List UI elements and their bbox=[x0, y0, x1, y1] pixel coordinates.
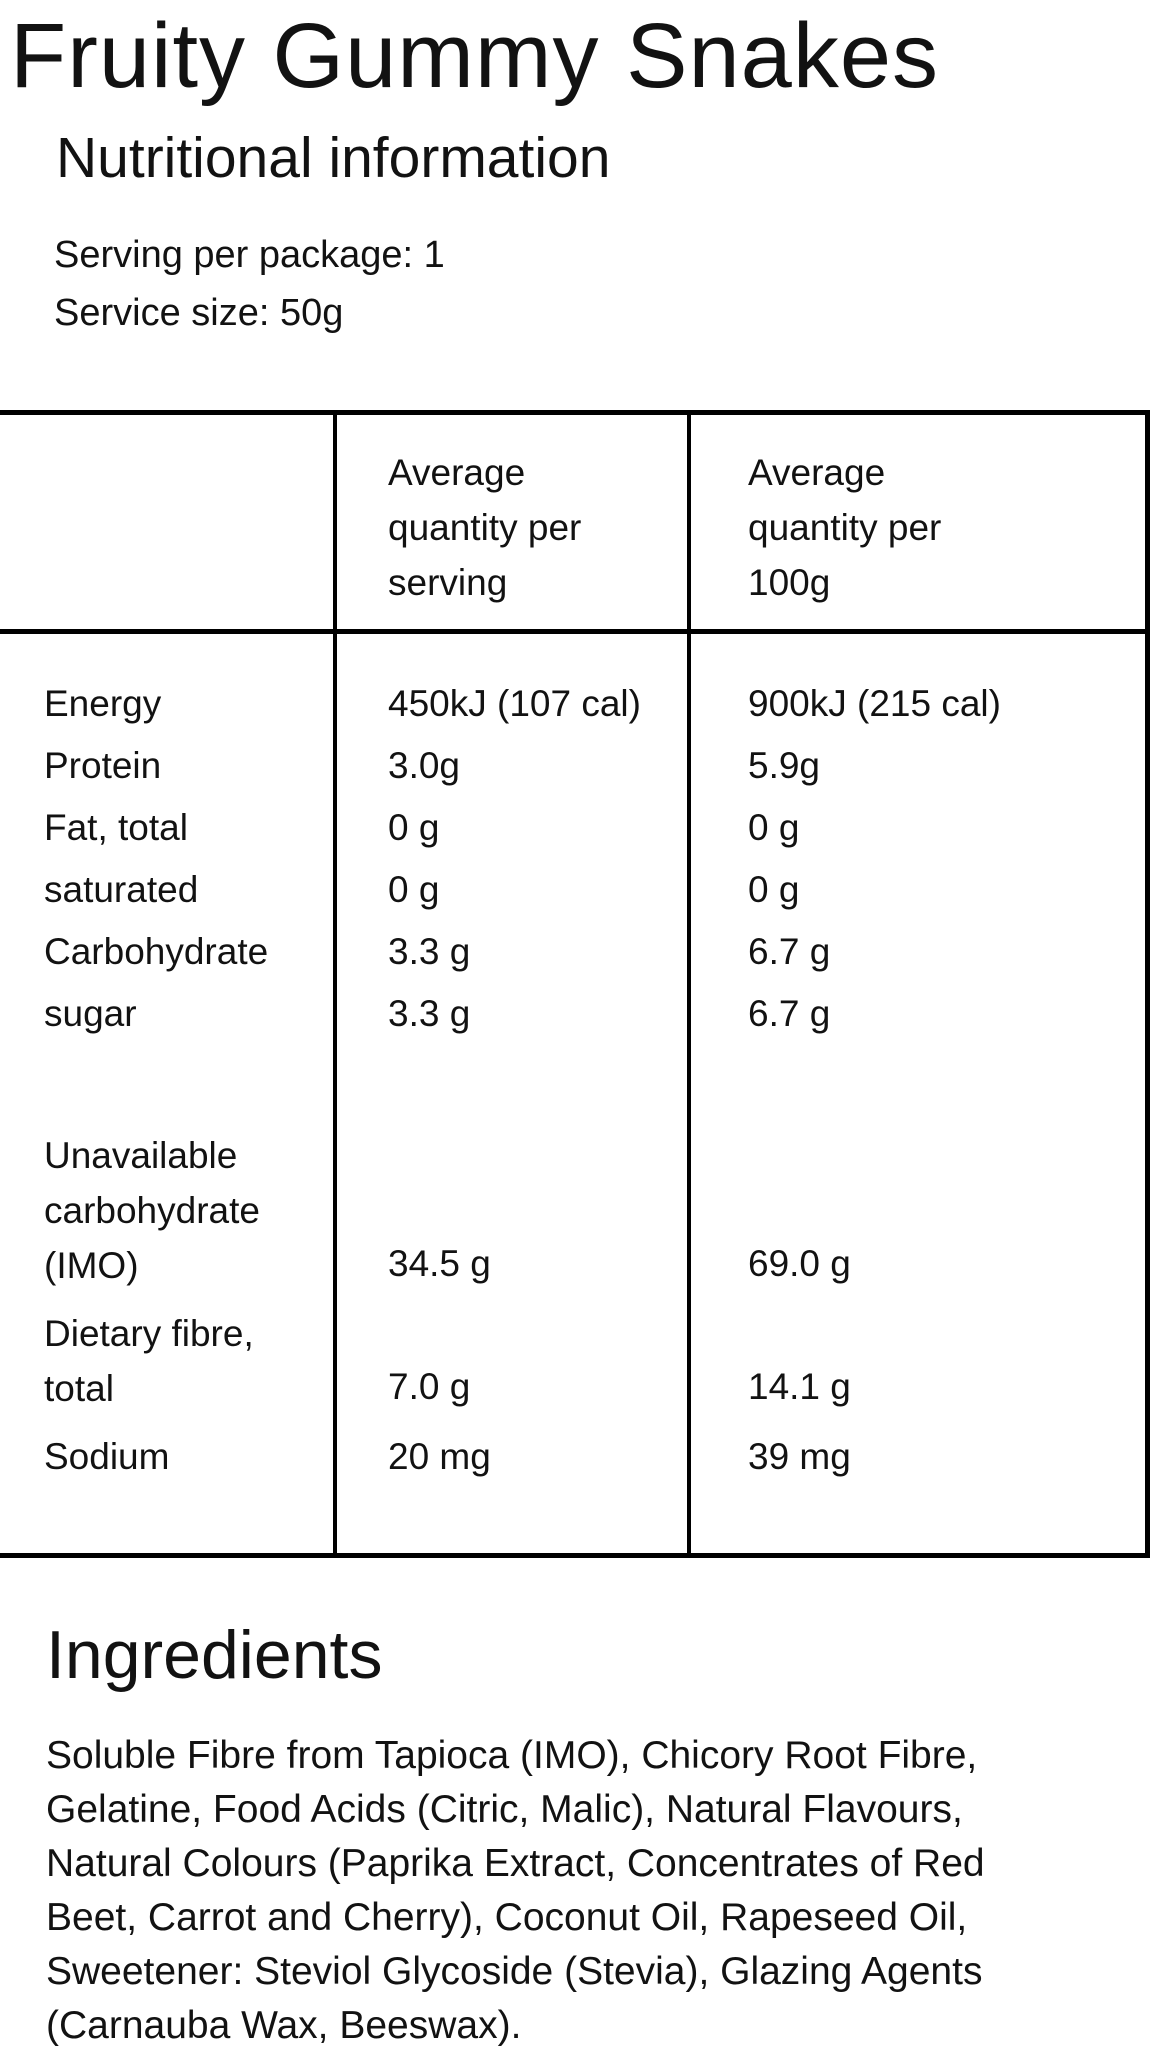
value-carbohydrate-per-serving: 3.3 g bbox=[388, 931, 471, 972]
table-top-border bbox=[0, 410, 1150, 415]
table-column-divider-2 bbox=[687, 410, 691, 1558]
value-protein-per-100g: 5.9g bbox=[748, 745, 821, 786]
table-column-divider-1 bbox=[333, 410, 337, 1558]
column-header-per-serving: Average quantity per serving bbox=[388, 452, 582, 603]
value-protein-per-serving: 3.0g bbox=[388, 745, 461, 786]
value-carbohydrate-per-100g: 6.7 g bbox=[748, 931, 831, 972]
row-label-protein: Protein bbox=[44, 745, 162, 786]
table-bottom-border bbox=[0, 1553, 1150, 1558]
value-saturated-per-serving: 0 g bbox=[388, 869, 440, 910]
row-label-carbohydrate: Carbohydrate bbox=[44, 931, 269, 972]
ingredients-heading: Ingredients bbox=[46, 1617, 383, 1693]
value-saturated-per-100g: 0 g bbox=[748, 869, 800, 910]
row-label-fat-total: Fat, total bbox=[44, 807, 188, 848]
table-header-separator bbox=[0, 629, 1150, 634]
value-dietary-fibre-per-serving: 7.0 g bbox=[388, 1366, 471, 1407]
value-sodium-per-100g: 39 mg bbox=[748, 1436, 851, 1477]
value-energy-per-100g: 900kJ (215 cal) bbox=[748, 683, 1001, 724]
page-title: Fruity Gummy Snakes bbox=[10, 5, 939, 107]
column-header-per-100g: Average quantity per 100g bbox=[748, 452, 942, 603]
row-label-sugar: sugar bbox=[44, 993, 137, 1034]
value-fat-per-100g: 0 g bbox=[748, 807, 800, 848]
value-sodium-per-serving: 20 mg bbox=[388, 1436, 491, 1477]
serving-per-package-text: Serving per package: 1 bbox=[54, 234, 445, 276]
ingredients-text: Soluble Fibre from Tapioca (IMO), Chicor… bbox=[46, 1734, 985, 2047]
value-unavailable-carb-per-serving: 34.5 g bbox=[388, 1243, 491, 1284]
row-label-saturated: saturated bbox=[44, 869, 199, 910]
row-label-energy: Energy bbox=[44, 683, 162, 724]
table-right-border bbox=[1145, 410, 1150, 1558]
value-dietary-fibre-per-100g: 14.1 g bbox=[748, 1366, 851, 1407]
row-label-sodium: Sodium bbox=[44, 1436, 170, 1477]
value-unavailable-carb-per-100g: 69.0 g bbox=[748, 1243, 851, 1284]
serving-size-text: Service size: 50g bbox=[54, 292, 344, 334]
value-sugar-per-serving: 3.3 g bbox=[388, 993, 471, 1034]
row-label-unavailable-carbohydrate: Unavailable carbohydrate (IMO) bbox=[44, 1135, 260, 1286]
value-fat-per-serving: 0 g bbox=[388, 807, 440, 848]
value-energy-per-serving: 450kJ (107 cal) bbox=[388, 683, 641, 724]
row-label-dietary-fibre: Dietary fibre, total bbox=[44, 1313, 254, 1409]
nutritional-information-subtitle: Nutritional information bbox=[56, 126, 611, 190]
value-sugar-per-100g: 6.7 g bbox=[748, 993, 831, 1034]
